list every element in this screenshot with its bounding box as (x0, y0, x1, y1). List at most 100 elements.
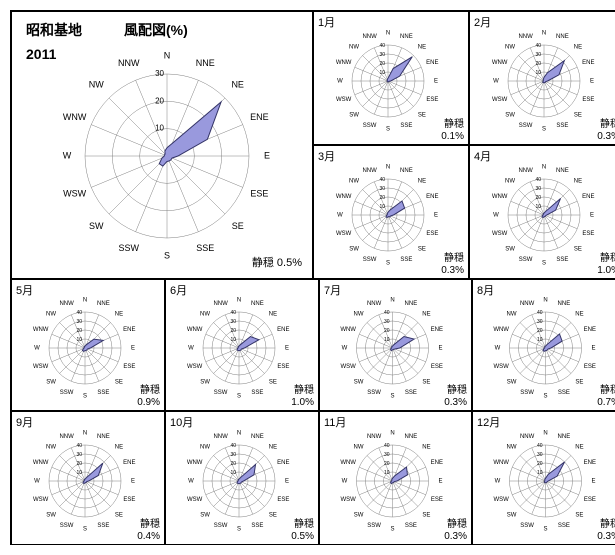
svg-text:W: W (188, 346, 194, 352)
svg-text:10: 10 (384, 337, 390, 343)
svg-text:SSW: SSW (519, 123, 533, 129)
svg-text:SW: SW (89, 221, 104, 231)
svg-text:SW: SW (507, 380, 517, 386)
svg-text:N: N (83, 431, 87, 437)
calm-label: 静穏 (294, 381, 314, 396)
svg-text:NNW: NNW (518, 34, 533, 40)
svg-text:NNW: NNW (213, 301, 228, 307)
month-wind-rose-cell: 4月NNNENEENEEESESESSESSSWSWWSWWWNWNWNNW10… (469, 145, 615, 279)
svg-text:10: 10 (537, 337, 543, 343)
svg-text:WNW: WNW (187, 327, 203, 333)
svg-text:W: W (493, 213, 499, 219)
svg-text:N: N (386, 31, 390, 37)
svg-text:NNE: NNE (400, 34, 413, 40)
svg-text:S: S (164, 250, 170, 260)
svg-text:SW: SW (200, 513, 210, 519)
svg-text:10: 10 (76, 470, 82, 476)
svg-text:SW: SW (505, 247, 515, 253)
svg-text:ENE: ENE (582, 60, 594, 66)
svg-text:SSW: SSW (363, 257, 377, 263)
svg-text:SE: SE (115, 380, 123, 386)
svg-text:NW: NW (507, 312, 517, 318)
svg-text:WSW: WSW (340, 497, 356, 503)
calm-label: 静穏 (447, 381, 467, 396)
svg-text:NNE: NNE (556, 168, 569, 174)
svg-text:W: W (493, 79, 499, 85)
calm-value: 0.7% (597, 397, 615, 408)
calm-label: 静穏 (294, 515, 314, 530)
svg-text:WNW: WNW (63, 112, 87, 122)
svg-text:SE: SE (115, 513, 123, 519)
svg-text:NNE: NNE (405, 434, 418, 440)
svg-text:NNE: NNE (558, 301, 571, 307)
svg-text:WSW: WSW (493, 364, 509, 370)
svg-text:NNW: NNW (367, 301, 382, 307)
svg-text:20: 20 (230, 461, 236, 467)
month-wind-rose-cell: 7月NNNENEENEEESESESSESSSWSWWSWWWNWNWNNW10… (319, 279, 472, 411)
svg-text:SSE: SSE (405, 523, 417, 529)
svg-text:N: N (542, 31, 546, 37)
svg-text:SW: SW (200, 380, 210, 386)
svg-text:10: 10 (535, 204, 541, 210)
svg-text:40: 40 (379, 43, 385, 49)
svg-text:E: E (285, 479, 289, 485)
svg-text:20: 20 (76, 461, 82, 467)
svg-text:40: 40 (535, 177, 541, 183)
svg-text:10: 10 (379, 70, 385, 76)
svg-text:SE: SE (418, 247, 426, 253)
svg-text:NE: NE (269, 312, 277, 318)
svg-text:NW: NW (505, 179, 515, 185)
svg-text:SW: SW (354, 513, 364, 519)
svg-text:E: E (590, 213, 594, 219)
svg-text:WNW: WNW (33, 460, 49, 466)
svg-text:ENE: ENE (426, 60, 438, 66)
svg-text:E: E (438, 479, 442, 485)
svg-text:30: 30 (535, 186, 541, 192)
svg-text:WSW: WSW (187, 364, 203, 370)
month-wind-rose-cell: 9月NNNENEENEEESESESSESSSWSWWSWWWNWNWNNW10… (11, 411, 165, 545)
svg-text:ENE: ENE (584, 460, 596, 466)
svg-text:N: N (543, 298, 547, 304)
svg-text:E: E (285, 346, 289, 352)
svg-text:SE: SE (575, 380, 583, 386)
svg-text:SSW: SSW (520, 390, 534, 396)
svg-text:E: E (264, 150, 270, 160)
svg-text:ENE: ENE (582, 194, 594, 200)
svg-text:SSW: SSW (214, 390, 228, 396)
svg-text:NE: NE (574, 179, 582, 185)
svg-text:SE: SE (422, 380, 430, 386)
svg-text:NNW: NNW (362, 34, 377, 40)
svg-text:NE: NE (115, 312, 123, 318)
svg-text:SSE: SSE (558, 523, 570, 529)
svg-text:30: 30 (76, 452, 82, 458)
calm-label: 静穏 (600, 381, 615, 396)
svg-text:40: 40 (384, 310, 390, 316)
calm-label: 静穏 (140, 381, 160, 396)
svg-text:S: S (543, 394, 547, 400)
svg-text:ESE: ESE (431, 364, 443, 370)
svg-text:S: S (542, 261, 546, 267)
month-wind-rose: NNNENEENEEESESESSESSSWSWWSWWWNWNWNNW1020… (473, 280, 615, 412)
month-wind-rose-cell: 5月NNNENEENEEESESESSESSSWSWWSWWWNWNWNNW10… (11, 279, 165, 411)
month-wind-rose-cell: 3月NNNENEENEEESESESSESSSWSWWSWWWNWNWNNW10… (313, 145, 469, 279)
svg-text:SSW: SSW (60, 390, 74, 396)
svg-text:40: 40 (76, 310, 82, 316)
svg-text:30: 30 (230, 452, 236, 458)
svg-text:W: W (188, 479, 194, 485)
svg-text:SSW: SSW (367, 390, 381, 396)
month-wind-rose-cell: 2月NNNENEENEEESESESSESSSWSWWSWWWNWNWNNW10… (469, 11, 615, 145)
svg-text:NNW: NNW (213, 434, 228, 440)
svg-text:SW: SW (505, 113, 515, 119)
svg-text:WSW: WSW (493, 497, 509, 503)
svg-text:SE: SE (269, 380, 277, 386)
svg-text:E: E (591, 479, 595, 485)
svg-text:NW: NW (89, 80, 104, 90)
svg-text:NE: NE (575, 445, 583, 451)
calm-value: 0.5% (291, 531, 314, 542)
svg-text:SE: SE (418, 113, 426, 119)
month-wind-rose: NNNENEENEEESESESSESSSWSWWSWWWNWNWNNW1020… (473, 412, 615, 546)
svg-text:WNW: WNW (340, 327, 356, 333)
svg-text:E: E (434, 79, 438, 85)
svg-text:E: E (590, 79, 594, 85)
svg-text:SSE: SSE (196, 243, 214, 253)
